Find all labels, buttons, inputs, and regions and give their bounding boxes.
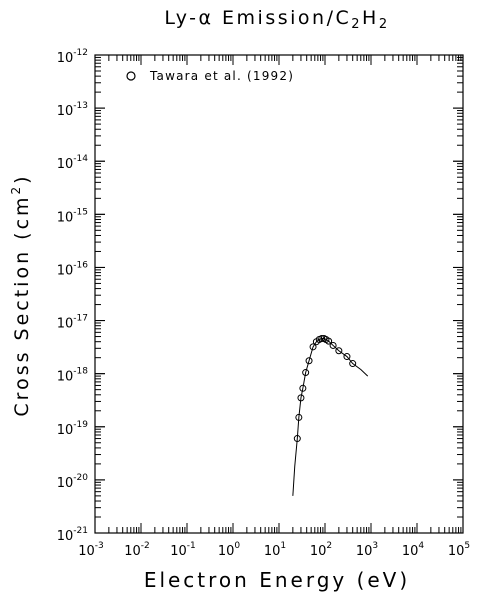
data-point (299, 384, 307, 392)
data-point (293, 435, 301, 443)
data-point (295, 413, 303, 421)
data-point (329, 341, 337, 349)
x-tick-label: 101 (264, 541, 286, 559)
title-mid: H (362, 7, 379, 29)
y-tick-label: 10-13 (57, 101, 88, 119)
y-tick-label: 10-17 (57, 314, 88, 332)
series-points (293, 334, 357, 443)
ylabel-text: Cross Section (cm (11, 194, 33, 416)
chart-title: Ly-α Emission/C2H2 (164, 7, 389, 32)
ylabel-close: ) (11, 173, 33, 183)
x-tick-label: 102 (310, 541, 332, 559)
x-tick-label: 105 (448, 541, 470, 559)
series-line (292, 337, 369, 496)
title-base: Ly-α Emission/C (164, 7, 351, 29)
y-ticks (95, 54, 463, 534)
data-point (302, 369, 310, 377)
legend-label: Tawara et al. (1992) (149, 69, 294, 83)
y-tick-label: 10-12 (57, 48, 88, 66)
y-tick-label: 10-20 (57, 473, 89, 491)
x-tick-label: 104 (402, 541, 425, 559)
y-tick-label: 10-16 (57, 260, 89, 278)
x-ticks (94, 55, 464, 533)
data-point (309, 343, 317, 351)
data-point (325, 337, 333, 345)
data-point (318, 334, 326, 342)
y-axis-label: Cross Section (cm2) (9, 173, 33, 416)
title-sub1: 2 (351, 17, 362, 32)
legend: Tawara et al. (1992) (126, 69, 294, 83)
y-tick-label: 10-14 (57, 154, 89, 172)
x-tick-label: 10-1 (170, 541, 196, 559)
data-point (349, 360, 357, 368)
title-sub2: 2 (379, 17, 390, 32)
legend-marker (126, 71, 136, 81)
x-tick-label: 103 (356, 541, 378, 559)
ylabel-exp: 2 (9, 184, 23, 195)
y-tick-label: 10-18 (57, 367, 89, 385)
x-axis-label: Electron Energy (eV) (144, 568, 410, 592)
y-tick-label: 10-21 (57, 526, 88, 544)
data-point (335, 347, 343, 355)
data-point (297, 394, 305, 402)
y-tick-label: 10-15 (57, 207, 88, 225)
plot-frame (94, 54, 464, 534)
y-tick-label: 10-19 (57, 420, 89, 438)
x-tick-labels: 10-3 10-2 10-1 100 101 102 103 104 105 (78, 541, 470, 559)
x-tick-label: 100 (218, 541, 241, 559)
x-tick-label: 10-3 (78, 541, 104, 559)
data-point (343, 353, 351, 361)
series-line-path (292, 337, 369, 496)
y-tick-labels: 10-21 10-20 10-19 10-18 10-17 10-16 10-15 10-14… (57, 48, 89, 544)
data-point (305, 357, 313, 365)
x-tick-label: 10-2 (124, 541, 150, 559)
